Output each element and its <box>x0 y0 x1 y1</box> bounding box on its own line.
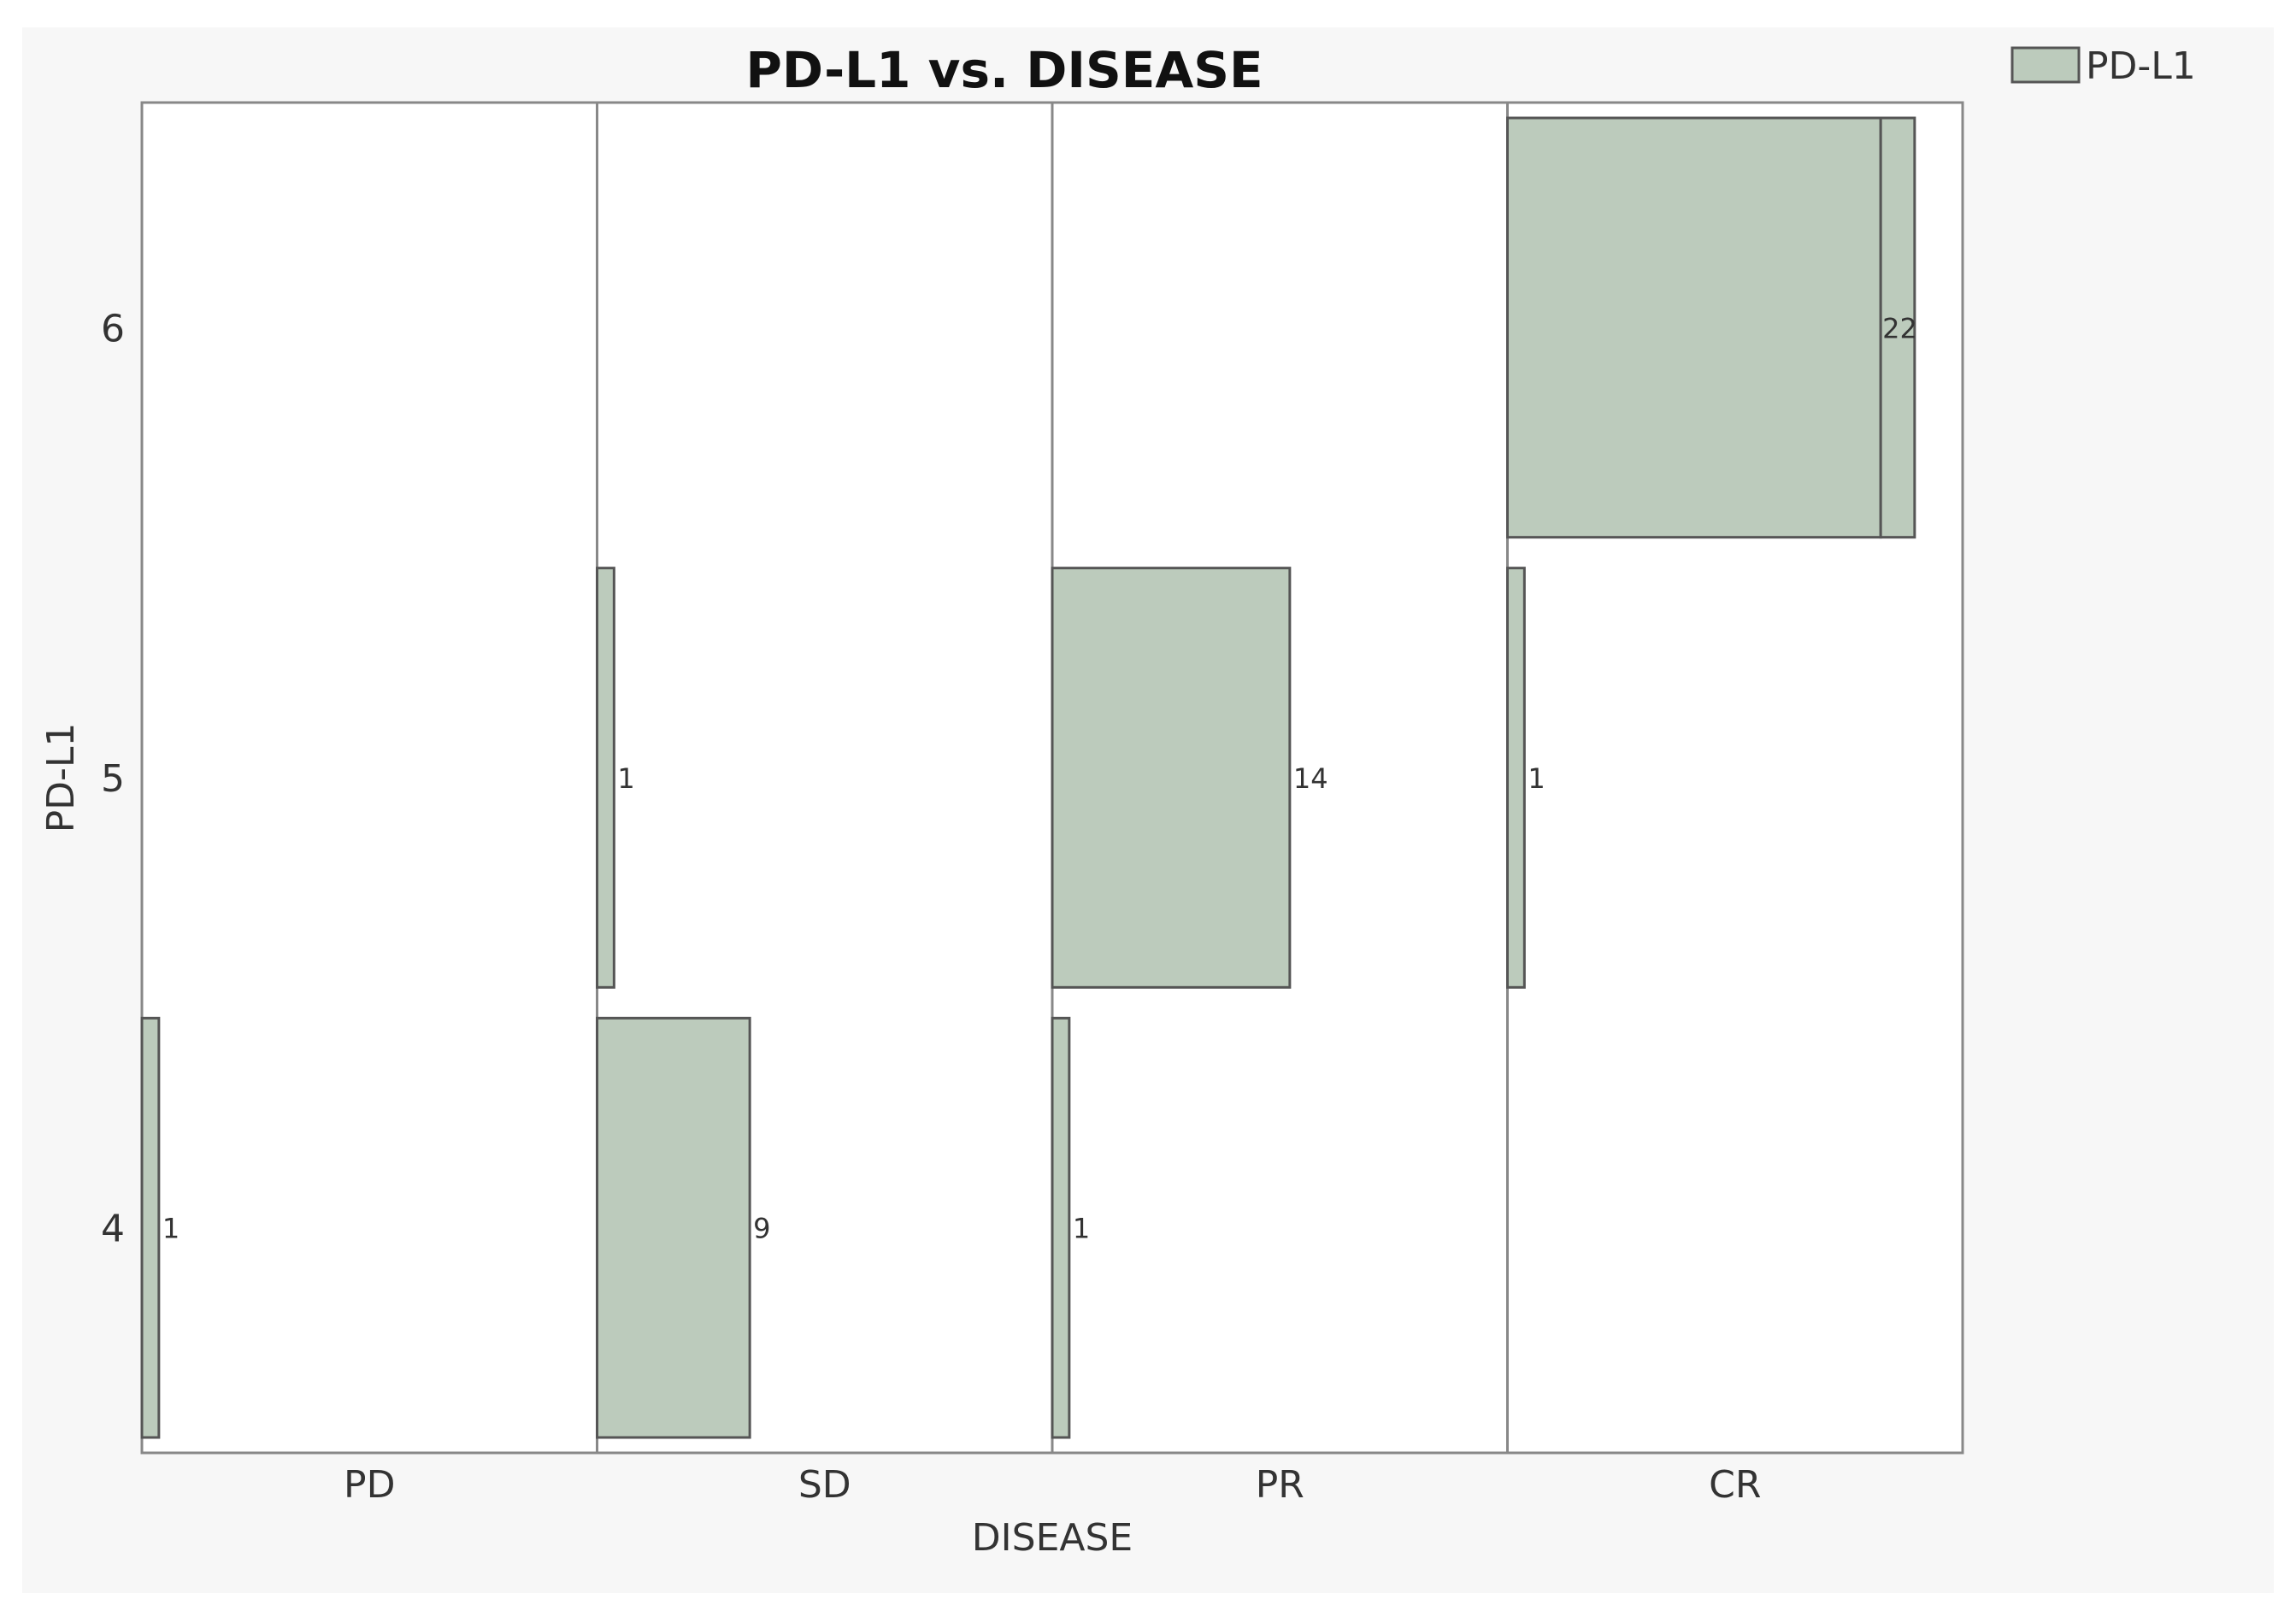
bars-layer <box>140 116 1916 1439</box>
y-tick-label: 5 <box>101 757 125 801</box>
x-tick-label: SD <box>798 1463 851 1507</box>
count-label: 1 <box>162 1213 180 1245</box>
y-axis-ticks: 4 5 6 <box>101 307 125 1250</box>
bar-pr-4 <box>1051 1016 1071 1439</box>
y-tick-label: 6 <box>101 307 125 350</box>
count-label: 1 <box>617 762 634 795</box>
count-labels: 1 9 1 1 14 1 22 <box>162 312 1917 1244</box>
bar-pd-4 <box>140 1016 161 1439</box>
count-label: 9 <box>753 1213 770 1245</box>
count-label: 14 <box>1293 762 1328 795</box>
y-axis-label: PD-L1 <box>39 723 83 833</box>
mosaic-chart: PD-L1 PD-L1 vs. DISEASE 1 9 1 1 14 1 22 4 5 6 PD… <box>39 41 2196 1560</box>
bar-pr-5 <box>1051 567 1292 989</box>
plot-frame: PD-L1 PD-L1 vs. DISEASE 1 9 1 1 14 1 22 4 5 6 PD… <box>22 27 2274 1593</box>
count-label: 22 <box>1882 312 1917 344</box>
y-tick-label: 4 <box>101 1208 125 1251</box>
x-tick-label: PD <box>344 1463 395 1507</box>
x-axis-label: DISEASE <box>972 1516 1133 1560</box>
legend-swatch <box>2010 46 2081 84</box>
x-tick-label: CR <box>1709 1463 1761 1507</box>
bar-cr-5 <box>1506 567 1526 989</box>
x-axis-ticks: PD SD PR CR <box>344 1463 1761 1507</box>
chart-title: PD-L1 vs. DISEASE <box>745 41 1263 99</box>
bar-extra-segment <box>1879 116 1916 539</box>
x-tick-label: PR <box>1256 1463 1304 1507</box>
legend: PD-L1 <box>2010 44 2196 88</box>
bar-cr-6 <box>1506 116 1882 539</box>
count-label: 1 <box>1073 1213 1090 1245</box>
legend-label: PD-L1 <box>2086 44 2196 88</box>
count-label: 1 <box>1528 762 1545 795</box>
bar-sd-4 <box>596 1016 751 1439</box>
bar-sd-5 <box>596 567 615 989</box>
